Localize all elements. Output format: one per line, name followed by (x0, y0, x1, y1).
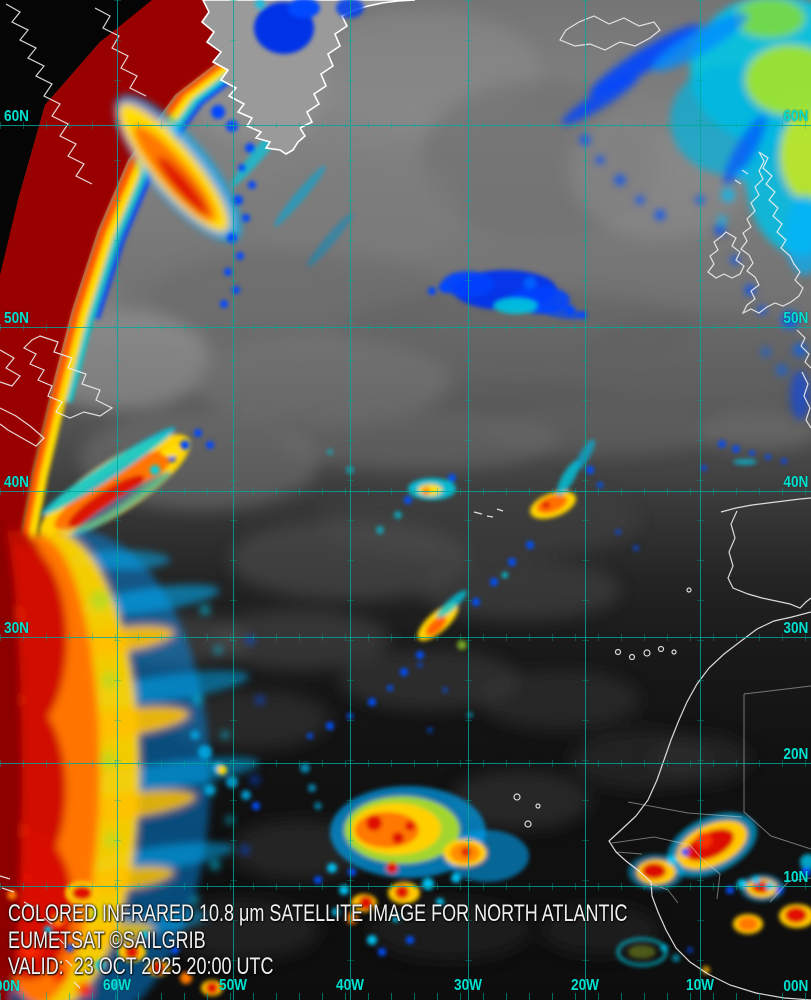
cloud-system-davis-plume (114, 94, 353, 308)
valid-time: VALID: 23 OCT 2025 20:00 UTC (8, 953, 274, 980)
dark-ocean-corner (0, 0, 155, 280)
image-title: COLORED INFRARED 10.8 μm SATELLITE IMAGE… (8, 900, 628, 927)
cloud-system-frontal-band (307, 439, 787, 739)
attribution: EUMETSAT ©SAILGRIB (8, 926, 206, 954)
cloud-system-northeast-storm (561, 0, 811, 420)
cloud-system-africa-convection (616, 812, 811, 974)
greenland (200, 0, 416, 155)
coastlines (0, 3, 811, 1000)
country-borders (611, 685, 811, 904)
annotation-block: COLORED INFRARED 10.8 μm SATELLITE IMAGE… (8, 900, 811, 981)
cloud-system-tropical-convection (190, 662, 529, 956)
